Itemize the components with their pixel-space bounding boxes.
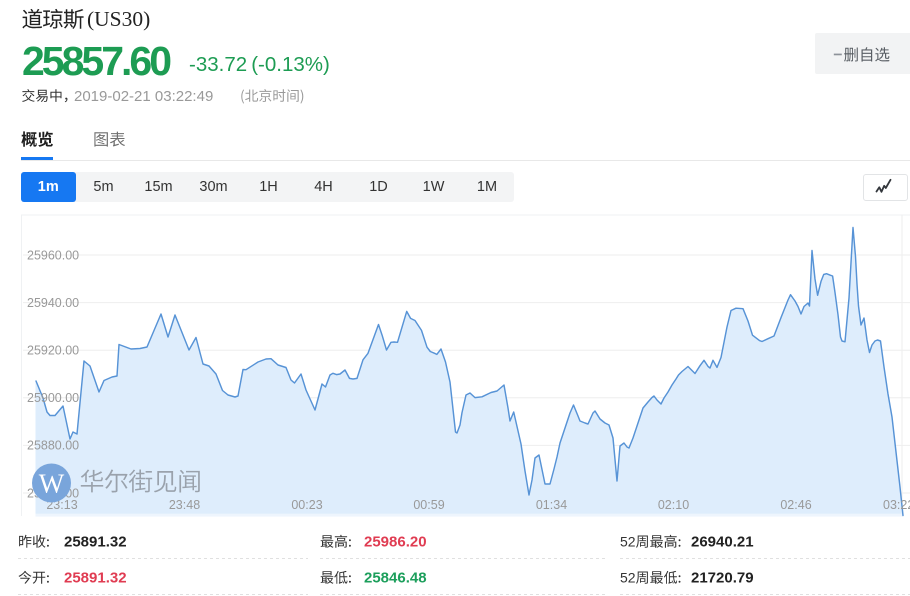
svg-text:25846.48: 25846.48	[364, 570, 427, 587]
svg-text:25940.00: 25940.00	[27, 296, 79, 310]
svg-text:52: 52	[620, 534, 636, 550]
svg-text:25900.00: 25900.00	[27, 391, 79, 405]
svg-text:25986.20: 25986.20	[364, 534, 427, 551]
svg-text:23:48: 23:48	[169, 498, 200, 512]
svg-text:52: 52	[620, 570, 636, 586]
svg-text:01:34: 01:34	[536, 498, 567, 512]
svg-text:26940.21: 26940.21	[691, 534, 754, 551]
svg-text:25920.00: 25920.00	[27, 344, 79, 358]
svg-text:02:46: 02:46	[780, 498, 811, 512]
svg-text:00:23: 00:23	[291, 498, 322, 512]
svg-text:25891.32: 25891.32	[64, 534, 127, 551]
svg-text:21720.79: 21720.79	[691, 570, 754, 587]
svg-text:00:59: 00:59	[413, 498, 444, 512]
svg-text:25880.00: 25880.00	[27, 439, 79, 453]
svg-text:25891.32: 25891.32	[64, 570, 127, 587]
svg-text:25960.00: 25960.00	[27, 248, 79, 262]
svg-text:02:10: 02:10	[658, 498, 689, 512]
svg-text:W: W	[39, 469, 65, 499]
svg-text:03:22: 03:22	[883, 498, 910, 512]
